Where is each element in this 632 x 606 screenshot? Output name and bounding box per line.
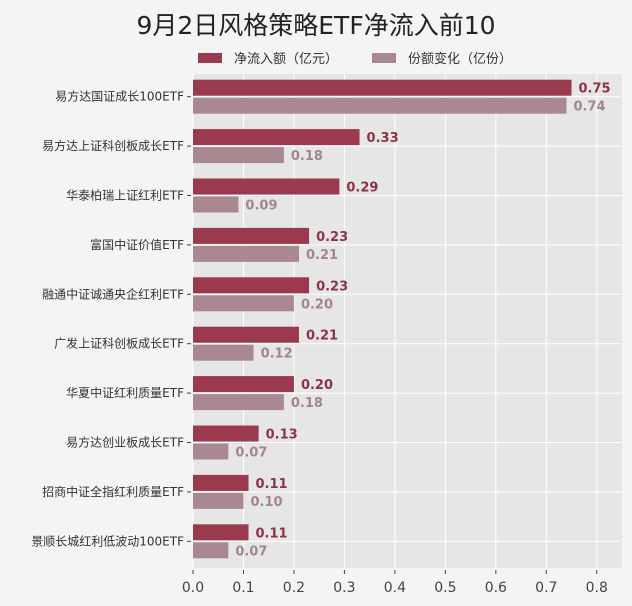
- legend-swatch-net-inflow: [198, 52, 222, 63]
- bar-net-inflow: [193, 277, 310, 294]
- x-tick-label: 0.6: [485, 580, 507, 596]
- data-label: 0.20: [301, 297, 333, 312]
- data-label: 0.23: [316, 230, 348, 245]
- y-tick-label: 招商中证全指红利质量ETF: [42, 484, 184, 499]
- bar-net-inflow: [193, 326, 299, 343]
- bar-share-change: [193, 344, 254, 361]
- bar-net-inflow: [193, 227, 310, 244]
- bar-share-change: [193, 97, 567, 114]
- data-label: 0.09: [245, 199, 277, 214]
- bar-net-inflow: [193, 425, 259, 442]
- bar-net-inflow: [193, 474, 249, 491]
- x-tick-label: 0.4: [384, 580, 406, 596]
- legend-label: 净流入额（亿元）: [234, 52, 339, 67]
- data-label: 0.23: [316, 279, 348, 294]
- data-label: 0.33: [367, 131, 399, 146]
- data-label: 0.13: [266, 428, 298, 443]
- x-tick-label: 0.2: [283, 580, 305, 596]
- data-label: 0.11: [256, 526, 288, 541]
- y-tick-label: 融通中证诚通央企红利ETF: [42, 286, 184, 301]
- y-tick-label: 富国中证价值ETF: [90, 237, 184, 252]
- bar-share-change: [193, 443, 229, 460]
- y-tick-label: 易方达国证成长100ETF: [55, 89, 184, 104]
- x-tick-label: 0.3: [333, 580, 355, 596]
- data-label: 0.74: [573, 100, 605, 115]
- data-label: 0.20: [301, 378, 333, 393]
- legend: 净流入额（亿元） 份额变化（亿份）: [198, 48, 512, 67]
- x-tick-label: 0.5: [434, 580, 456, 596]
- bar-share-change: [193, 295, 294, 312]
- x-tick-label: 0.0: [182, 580, 204, 596]
- data-label: 0.75: [579, 82, 611, 97]
- data-label: 0.12: [261, 347, 293, 362]
- bar-share-change: [193, 394, 284, 411]
- legend-swatch-share-change: [372, 52, 397, 63]
- data-label: 0.10: [250, 495, 282, 510]
- x-tick-label: 0.8: [586, 580, 608, 596]
- legend-item-net-inflow: 净流入额（亿元）: [198, 48, 338, 67]
- bar-net-inflow: [193, 129, 360, 146]
- y-tick-label: 易方达上证科创板成长ETF: [42, 138, 184, 153]
- data-label: 0.18: [291, 396, 323, 411]
- data-label: 0.07: [235, 446, 267, 461]
- data-label: 0.07: [235, 544, 267, 559]
- x-tick-label: 0.1: [232, 580, 254, 596]
- bar-net-inflow: [193, 79, 572, 96]
- bar-share-change: [193, 245, 299, 262]
- data-label: 0.18: [291, 149, 323, 164]
- bar-net-inflow: [193, 376, 294, 393]
- y-tick-label: 景顺长城红利低波动100ETF: [31, 533, 184, 548]
- data-label: 0.21: [306, 329, 338, 344]
- y-tick-label: 易方达创业板成长ETF: [66, 435, 184, 450]
- bar-share-change: [193, 196, 239, 213]
- data-label: 0.29: [346, 181, 378, 196]
- legend-label: 份额变化（亿份）: [408, 52, 513, 67]
- x-tick-label: 0.7: [535, 580, 557, 596]
- bar-share-change: [193, 147, 284, 164]
- bar-share-change: [193, 492, 244, 509]
- bar-net-inflow: [193, 524, 249, 541]
- y-tick-label: 华泰柏瑞上证红利ETF: [66, 188, 184, 203]
- bar-share-change: [193, 542, 229, 559]
- y-tick-label: 广发上证科创板成长ETF: [54, 336, 184, 351]
- legend-item-share-change: 份额变化（亿份）: [372, 48, 512, 67]
- data-label: 0.21: [306, 248, 338, 263]
- y-tick-label: 华夏中证红利质量ETF: [66, 385, 184, 400]
- data-label: 0.11: [256, 477, 288, 492]
- chart-title: 9月2日风格策略ETF净流入前10: [136, 11, 496, 40]
- bar-net-inflow: [193, 178, 340, 195]
